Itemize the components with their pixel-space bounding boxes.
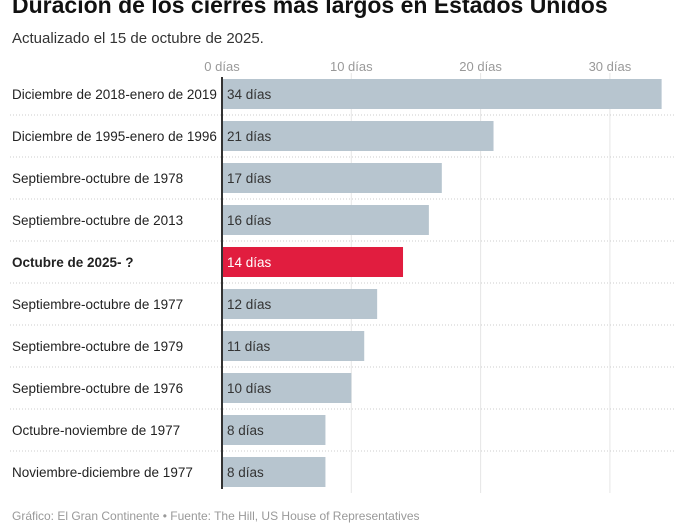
chart-footer: Gráfico: El Gran Continente • Fuente: Th… [12, 509, 420, 523]
category-label: Diciembre de 1995-enero de 1996 [12, 129, 217, 144]
x-tick-label: 0 días [204, 59, 240, 74]
category-label: Septiembre-octubre de 1979 [12, 339, 183, 354]
bar [222, 457, 326, 487]
category-label: Noviembre-diciembre de 1977 [12, 465, 193, 480]
bar [222, 415, 326, 445]
category-label: Septiembre-octubre de 1976 [12, 381, 183, 396]
value-label: 17 días [227, 171, 272, 186]
value-label: 21 días [227, 129, 272, 144]
value-label: 11 días [227, 339, 271, 354]
chart-subtitle: Actualizado el 15 de octubre de 2025. [12, 30, 264, 47]
bar [222, 373, 352, 403]
value-label: 10 días [227, 381, 272, 396]
bar [222, 163, 442, 193]
value-label: 14 días [227, 255, 272, 270]
category-label: Septiembre-octubre de 2013 [12, 213, 183, 228]
value-label: 8 días [227, 465, 264, 480]
bar [222, 247, 404, 277]
category-label: Septiembre-octubre de 1978 [12, 171, 183, 186]
chart-title: Duración de los cierres más largos en Es… [12, 0, 608, 18]
value-label: 34 días [227, 87, 272, 102]
value-label: 12 días [227, 297, 272, 312]
category-label: Diciembre de 2018-enero de 2019 [12, 87, 217, 102]
bar [222, 331, 365, 361]
bar [222, 121, 494, 151]
value-label: 8 días [227, 423, 264, 438]
category-label: Octubre de 2025- ? [12, 255, 134, 270]
bar [222, 79, 662, 109]
category-label: Octubre-noviembre de 1977 [12, 423, 180, 438]
x-tick-label: 30 días [589, 59, 632, 74]
category-label: Septiembre-octubre de 1977 [12, 297, 183, 312]
bar [222, 205, 429, 235]
value-label: 16 días [227, 213, 272, 228]
x-tick-label: 20 días [459, 59, 502, 74]
x-tick-label: 10 días [330, 59, 373, 74]
bar [222, 289, 378, 319]
